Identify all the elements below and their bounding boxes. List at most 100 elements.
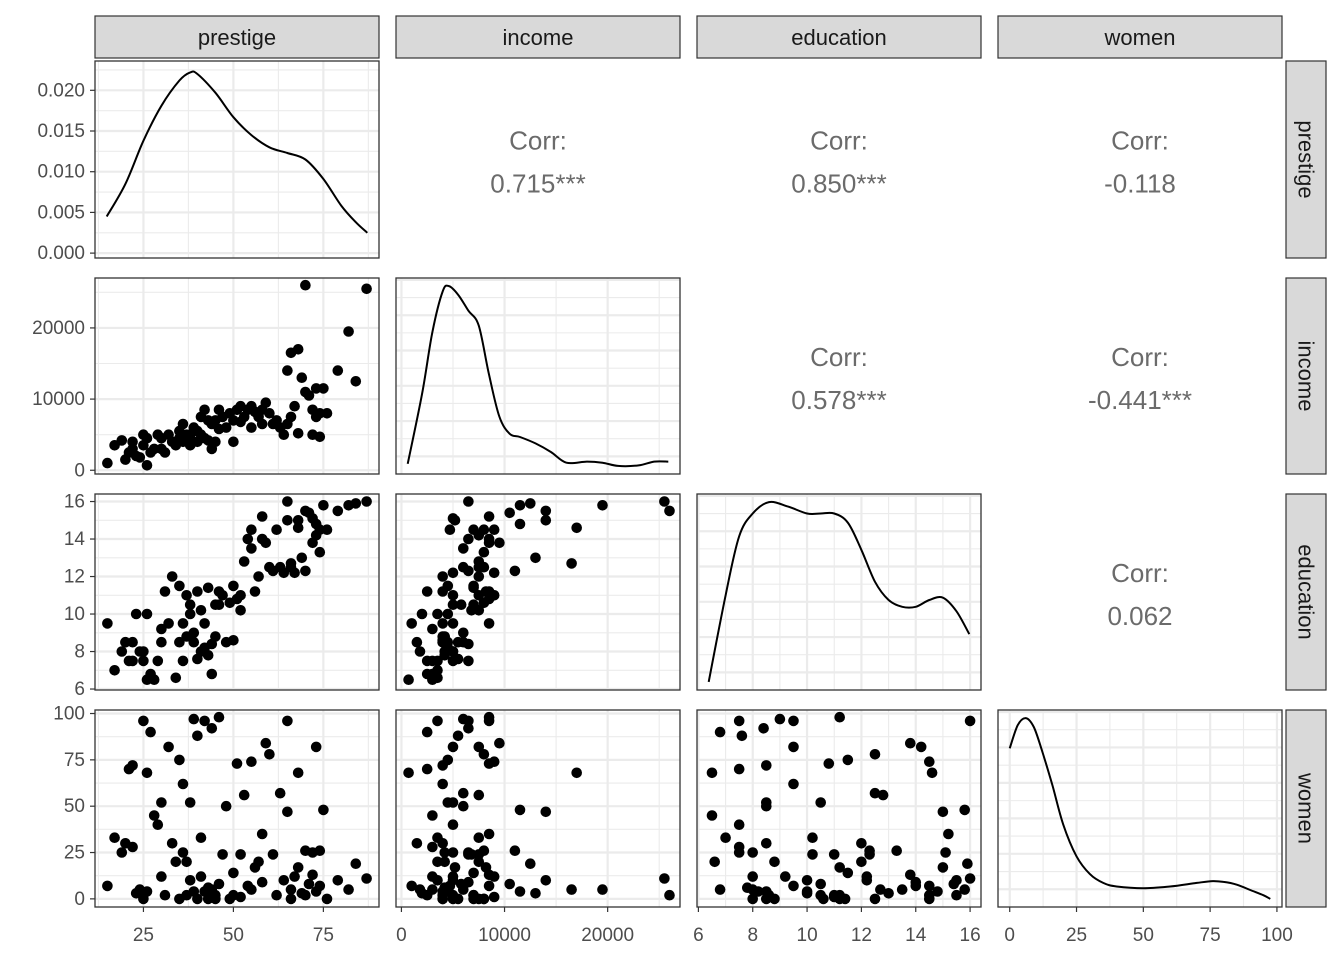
data-point <box>264 408 275 419</box>
data-point <box>332 875 344 886</box>
data-point <box>102 457 113 469</box>
data-point <box>788 880 799 892</box>
data-point <box>514 500 526 511</box>
data-point <box>343 884 354 895</box>
data-point <box>455 599 467 610</box>
data-point <box>210 631 221 642</box>
corr-value: 0.715*** <box>490 169 585 199</box>
data-point <box>292 862 304 873</box>
data-point <box>514 518 526 530</box>
data-point <box>856 838 867 849</box>
data-point <box>256 828 268 840</box>
data-point <box>260 737 272 749</box>
data-point <box>439 847 451 858</box>
data-point <box>156 636 167 648</box>
data-point <box>159 889 171 901</box>
data-point <box>282 515 293 526</box>
data-point <box>109 832 120 843</box>
data-point <box>314 431 326 443</box>
data-point <box>206 668 218 680</box>
strip-right-box <box>1285 709 1327 908</box>
data-point <box>449 862 461 873</box>
data-point <box>439 650 451 661</box>
data-point <box>478 546 490 558</box>
data-point <box>184 599 196 610</box>
density-curve-women <box>1008 717 1271 900</box>
data-point <box>213 711 225 723</box>
data-point <box>292 767 304 779</box>
data-point <box>199 404 210 416</box>
data-point <box>525 498 536 509</box>
data-point <box>156 623 167 635</box>
data-point <box>220 422 232 433</box>
data-point <box>869 787 881 799</box>
data-point <box>478 749 490 760</box>
data-point <box>228 867 239 879</box>
data-point <box>463 533 474 545</box>
strip-top-box <box>696 15 982 59</box>
data-point <box>170 856 182 868</box>
data-point <box>466 605 477 616</box>
data-point <box>834 862 845 873</box>
data-point <box>823 758 835 769</box>
data-point <box>896 884 908 895</box>
data-point <box>127 636 138 648</box>
data-point <box>177 418 189 430</box>
data-point <box>303 390 315 401</box>
data-point <box>318 804 329 816</box>
data-point <box>483 618 495 629</box>
corr-label: Corr: <box>1111 126 1169 156</box>
data-point <box>915 741 927 753</box>
data-point <box>177 655 189 667</box>
data-point <box>834 711 845 723</box>
data-point <box>447 797 459 808</box>
data-point <box>442 608 454 620</box>
data-point <box>411 838 423 849</box>
data-point <box>458 636 469 648</box>
data-point <box>141 767 153 779</box>
data-point <box>181 590 192 601</box>
strip-top-label: prestige <box>198 25 276 50</box>
panel-border <box>94 493 380 691</box>
data-point <box>447 618 459 629</box>
data-point <box>235 849 246 860</box>
data-point <box>714 726 726 738</box>
data-point <box>940 847 951 858</box>
data-point <box>235 590 246 601</box>
data-point <box>540 505 552 517</box>
data-point <box>231 758 243 769</box>
data-point <box>891 845 902 856</box>
data-point <box>964 715 976 727</box>
data-point <box>271 524 282 535</box>
data-point <box>166 571 178 582</box>
data-point <box>102 618 113 629</box>
data-point <box>292 515 304 526</box>
data-point <box>416 608 428 620</box>
data-point <box>156 797 167 808</box>
data-point <box>192 586 203 597</box>
x-tick-label: 0 <box>1004 925 1015 946</box>
data-point <box>163 741 174 753</box>
data-point <box>525 858 536 869</box>
y-tick-label: 75 <box>64 750 85 771</box>
data-point <box>444 880 456 892</box>
data-point <box>361 496 372 507</box>
data-point <box>271 889 282 901</box>
data-point <box>246 543 257 554</box>
panel-border <box>696 709 982 908</box>
panel-income-prestige <box>94 277 380 475</box>
data-point <box>174 636 185 648</box>
data-point <box>199 715 210 727</box>
data-point <box>278 429 290 441</box>
corr-label: Corr: <box>1111 342 1169 372</box>
data-point <box>875 884 886 895</box>
data-point <box>463 723 474 734</box>
data-point <box>488 891 500 903</box>
panel-prestige-prestige <box>94 60 380 259</box>
data-point <box>159 586 171 597</box>
corr-label: Corr: <box>810 342 868 372</box>
data-point <box>458 800 469 812</box>
data-point <box>228 580 239 592</box>
x-tick-label: 100 <box>1261 925 1293 946</box>
data-point <box>437 635 449 646</box>
